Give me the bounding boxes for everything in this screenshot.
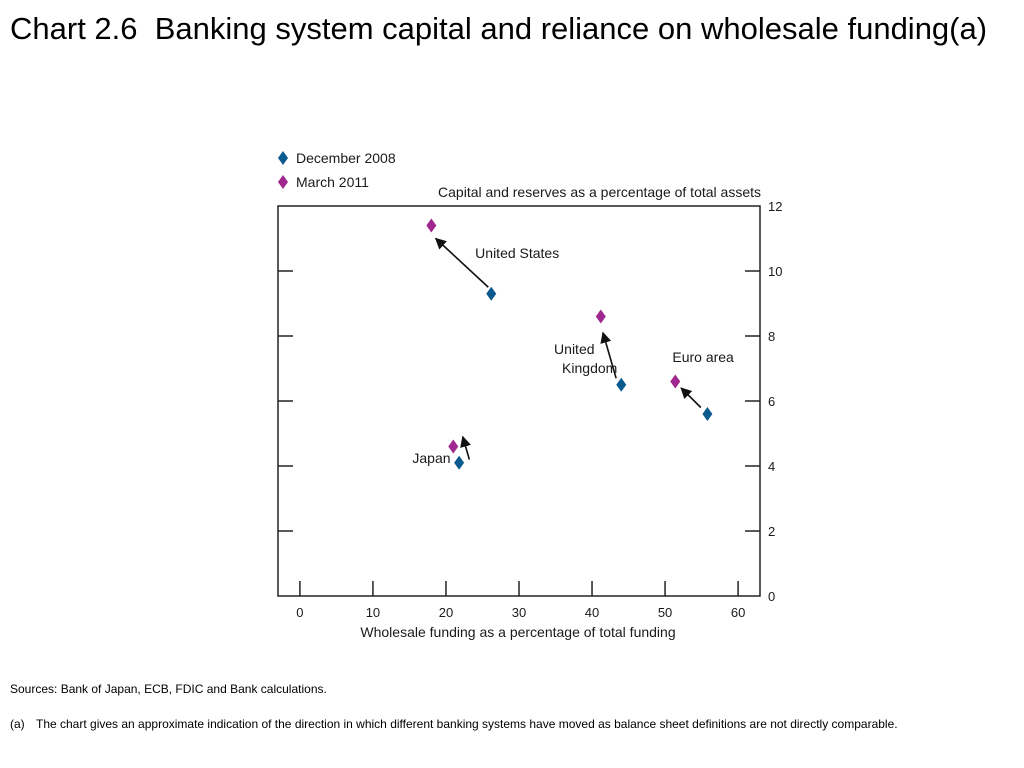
annotation-line: United bbox=[554, 341, 594, 357]
movement-arrow bbox=[680, 387, 702, 409]
movement-arrow bbox=[434, 237, 489, 288]
annotation-line: Euro area bbox=[672, 349, 734, 365]
footnote-marker: (a) bbox=[10, 717, 25, 731]
page-title: Chart 2.6 Banking system capital and rel… bbox=[10, 11, 988, 46]
data-point-united-kingdom bbox=[616, 377, 627, 392]
data-point-japan bbox=[454, 455, 465, 470]
x-axis-label: Wholesale funding as a percentage of tot… bbox=[360, 624, 675, 640]
annotation-label: Japan bbox=[412, 450, 450, 466]
y-tick-label: 2 bbox=[768, 524, 775, 539]
annotation-label: Euro area bbox=[672, 349, 734, 365]
annotation-line: United States bbox=[475, 245, 559, 261]
y-tick-label: 12 bbox=[768, 199, 782, 214]
movement-arrow bbox=[460, 435, 471, 460]
movement-arrow bbox=[600, 331, 617, 379]
legend-label: December 2008 bbox=[296, 150, 396, 166]
sources-note: Sources: Bank of Japan, ECB, FDIC and Ba… bbox=[10, 682, 327, 696]
x-tick-label: 20 bbox=[439, 605, 453, 620]
y-tick-label: 8 bbox=[768, 329, 775, 344]
y-tick-label: 0 bbox=[768, 589, 775, 604]
data-point-united-kingdom bbox=[595, 309, 606, 324]
x-tick-label: 50 bbox=[658, 605, 672, 620]
annotation-line: Japan bbox=[412, 450, 450, 466]
data-points bbox=[426, 218, 713, 470]
y-axis-label: Capital and reserves as a percentage of … bbox=[438, 184, 761, 200]
y-tick-label: 4 bbox=[768, 459, 775, 474]
data-point-japan bbox=[448, 439, 459, 454]
annotation-label: United States bbox=[475, 245, 559, 261]
plot-frame bbox=[277, 205, 761, 597]
x-tick-label: 30 bbox=[512, 605, 526, 620]
annotations: United States United Kingdom Euro area Japan bbox=[412, 245, 734, 466]
x-tick-label: 0 bbox=[296, 605, 303, 620]
legend-label: March 2011 bbox=[296, 174, 369, 190]
legend-marker bbox=[278, 175, 288, 189]
data-point-euro-area bbox=[702, 407, 713, 421]
y-tick-label: 6 bbox=[768, 394, 775, 409]
data-point-united-states bbox=[486, 286, 497, 301]
legend: December 2008 March 2011 bbox=[278, 150, 396, 190]
annotation-line: Kingdom bbox=[562, 360, 617, 376]
x-tick-label: 40 bbox=[585, 605, 599, 620]
annotation-label: United Kingdom bbox=[554, 341, 617, 376]
x-tick-label: 60 bbox=[731, 605, 745, 620]
axes: 0 10 20 30 40 50 60 0 2 4 6 8 10 12 bbox=[278, 199, 782, 620]
footnote-text: The chart gives an approximate indicatio… bbox=[36, 717, 898, 731]
arrows bbox=[434, 237, 702, 460]
x-tick-label: 10 bbox=[366, 605, 380, 620]
legend-marker bbox=[278, 151, 288, 165]
y-tick-label: 10 bbox=[768, 264, 782, 279]
data-point-euro-area bbox=[670, 374, 681, 389]
data-point-united-states bbox=[426, 218, 437, 233]
